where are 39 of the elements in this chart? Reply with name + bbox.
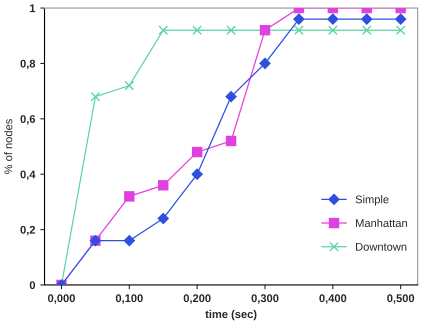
y-tick-label: 1 bbox=[30, 4, 36, 12]
x-tick-label: 0,300 bbox=[252, 294, 278, 304]
x-tick-label: 0,500 bbox=[387, 294, 414, 304]
point bbox=[226, 136, 236, 146]
point bbox=[124, 80, 134, 90]
x-tick-label: 0,000 bbox=[48, 294, 75, 304]
y-tick-label: 0 bbox=[30, 281, 36, 290]
legend-label: Manhattan bbox=[356, 218, 407, 228]
y-tick-label: 0,2 bbox=[20, 226, 36, 236]
point bbox=[158, 180, 168, 190]
point bbox=[158, 25, 168, 36]
point bbox=[192, 146, 202, 158]
y-tick-label: 0,8 bbox=[20, 60, 36, 70]
x-tick-label: 0,100 bbox=[116, 294, 143, 304]
point bbox=[294, 25, 304, 36]
point bbox=[191, 168, 203, 180]
point bbox=[90, 92, 100, 102]
point bbox=[362, 25, 372, 36]
point bbox=[394, 13, 406, 25]
x-tick-label: 0,200 bbox=[184, 294, 211, 304]
legend-label: Simple bbox=[356, 195, 389, 206]
y-tick-label: 0,6 bbox=[20, 115, 36, 125]
point bbox=[328, 25, 338, 36]
point bbox=[361, 13, 373, 25]
point bbox=[396, 25, 406, 36]
point bbox=[225, 90, 237, 102]
y-axis-title: % of nodes bbox=[4, 119, 12, 174]
point bbox=[259, 58, 271, 70]
legend-label: Downtown bbox=[356, 242, 406, 251]
y-tick-label: 0,4 bbox=[20, 170, 36, 180]
x-tick-label: 0,400 bbox=[319, 294, 346, 304]
point bbox=[327, 13, 339, 25]
point bbox=[124, 191, 135, 202]
x-axis-title: time (sec) bbox=[205, 310, 256, 320]
point bbox=[157, 212, 169, 224]
point bbox=[226, 25, 236, 36]
point bbox=[293, 13, 305, 25]
point bbox=[192, 25, 202, 36]
point bbox=[124, 234, 136, 246]
